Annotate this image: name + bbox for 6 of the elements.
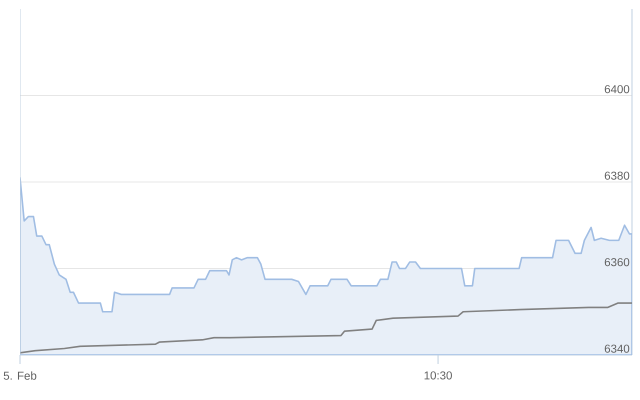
y-tick-label: 6340 (604, 344, 630, 353)
x-tick-label: 5. Feb (4, 371, 36, 380)
y-tick-label: 6400 (604, 85, 630, 94)
x-tick-label: 10:30 (424, 371, 452, 380)
y-tick-label: 6380 (604, 172, 630, 180)
y-tick-label: 6360 (604, 258, 630, 266)
